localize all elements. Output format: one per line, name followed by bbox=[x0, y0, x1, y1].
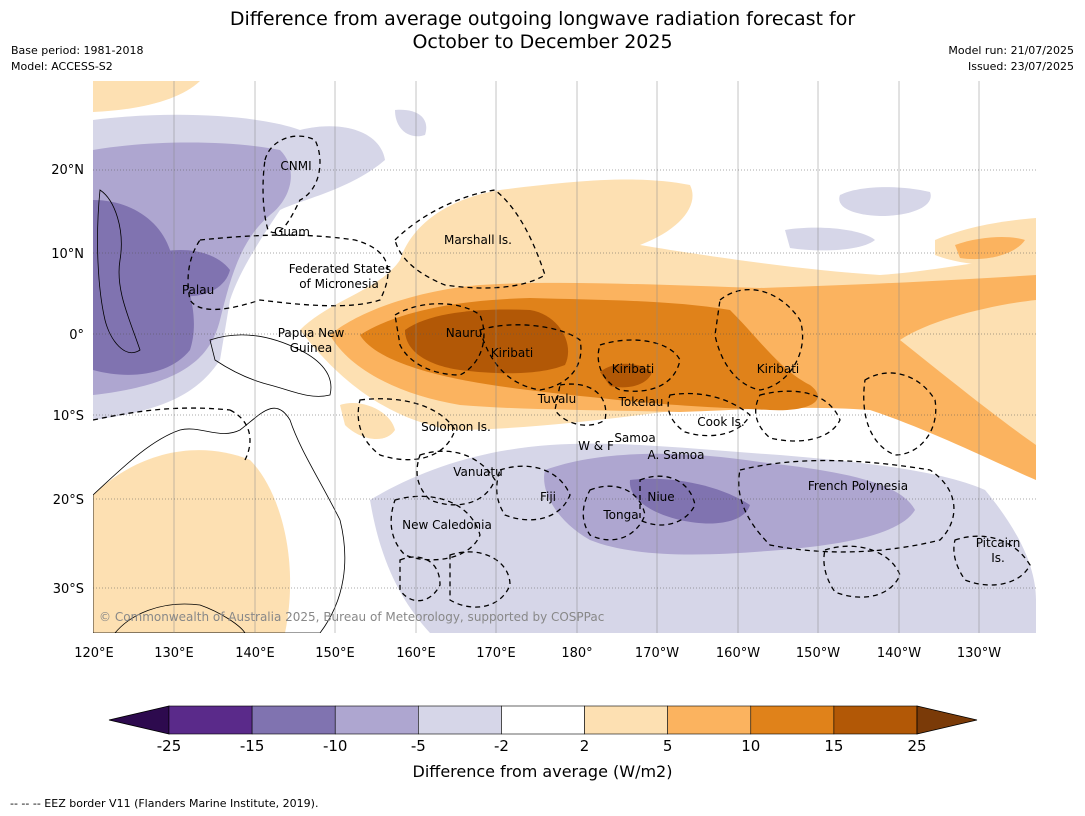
colorbar-cell bbox=[334, 705, 419, 735]
lon-tick: 180° bbox=[561, 646, 592, 661]
issued-date: Issued: 23/07/2025 bbox=[967, 60, 1074, 73]
colorbar-tick-label: 2 bbox=[580, 737, 590, 755]
parallels bbox=[93, 169, 1036, 589]
anomaly-light-purple-blob-2 bbox=[785, 227, 875, 251]
colorbar-cell bbox=[501, 705, 585, 735]
lon-tick: 170°E bbox=[476, 646, 516, 661]
lon-tick: 150°W bbox=[796, 646, 840, 661]
lon-tick: 120°E bbox=[74, 646, 114, 661]
map-title-line2: October to December 2025 bbox=[412, 31, 673, 53]
map-plot-area: CNMI Guam Marshall Is. Federated States … bbox=[93, 81, 1036, 633]
label-pitcairn-line1: Pitcairn bbox=[976, 536, 1021, 550]
label-wallis-futuna: W & F bbox=[578, 439, 614, 453]
label-kiribati-west: Kiribati bbox=[491, 346, 533, 360]
base-period: Base period: 1981-2018 bbox=[11, 44, 144, 57]
lon-tick: 140°E bbox=[235, 646, 275, 661]
lat-tick: 10°N bbox=[51, 247, 84, 262]
anomaly-light-purple-blob-3 bbox=[395, 109, 427, 137]
map-copyright: © Commonwealth of Australia 2025, Bureau… bbox=[99, 610, 604, 624]
label-fsm-line2: of Micronesia bbox=[299, 277, 379, 291]
colorbar: -25 -15 -10 -5 -2 2 5 10 15 25 bbox=[108, 705, 978, 755]
label-solomon-islands: Solomon Is. bbox=[421, 420, 491, 434]
longitude-axis: 120°E 130°E 140°E 150°E 160°E 170°E 180°… bbox=[74, 646, 1001, 661]
eez-borders bbox=[93, 135, 1031, 608]
colorbar-tick-label: -10 bbox=[323, 737, 348, 755]
meridians bbox=[173, 81, 980, 633]
label-french-polynesia: French Polynesia bbox=[808, 479, 908, 493]
colorbar-cell bbox=[750, 705, 835, 735]
map-title-line1: Difference from average outgoing longwav… bbox=[229, 8, 856, 30]
colorbar-cell bbox=[168, 705, 253, 735]
label-marshall-islands: Marshall Is. bbox=[444, 233, 512, 247]
lon-tick: 130°W bbox=[957, 646, 1001, 661]
colorbar-cell bbox=[584, 705, 668, 735]
colorbar-tick-label: -25 bbox=[157, 737, 182, 755]
anomaly-dark-purple-south bbox=[629, 478, 750, 524]
lon-tick: 140°W bbox=[877, 646, 921, 661]
label-guam: Guam bbox=[274, 225, 310, 239]
label-png-line2: Guinea bbox=[290, 341, 333, 355]
colorbar-label: Difference from average (W/m2) bbox=[412, 762, 673, 781]
label-fsm-line1: Federated States bbox=[289, 262, 391, 276]
label-vanuatu: Vanuatu bbox=[453, 465, 503, 479]
colorbar-cell bbox=[251, 705, 336, 735]
colorbar-extend-left bbox=[108, 705, 170, 735]
label-tonga: Tonga bbox=[602, 508, 638, 522]
lat-tick: 30°S bbox=[53, 582, 84, 597]
coastline-png bbox=[209, 334, 332, 397]
anomaly-light-orange-northwest bbox=[93, 81, 200, 112]
anomaly-medium-orange-east-blob bbox=[955, 237, 1025, 260]
anomaly-dark-purple-palau bbox=[148, 250, 230, 297]
model-name: Model: ACCESS-S2 bbox=[11, 60, 113, 73]
lat-tick: 20°N bbox=[51, 163, 84, 178]
label-american-samoa: A. Samoa bbox=[648, 448, 705, 462]
lon-tick: 160°W bbox=[716, 646, 760, 661]
lon-tick: 150°E bbox=[315, 646, 355, 661]
colorbar-cell bbox=[833, 705, 918, 735]
lat-tick: 0° bbox=[69, 328, 84, 343]
label-cnmi: CNMI bbox=[280, 159, 311, 173]
colorbar-tick-label: -15 bbox=[240, 737, 265, 755]
colorbar-tick-label: -2 bbox=[494, 737, 509, 755]
colorbar-cell bbox=[667, 705, 752, 735]
colorbar-tick-label: 15 bbox=[824, 737, 843, 755]
label-pitcairn-line2: Is. bbox=[991, 551, 1005, 565]
lon-tick: 160°E bbox=[396, 646, 436, 661]
label-png-line1: Papua New bbox=[278, 326, 345, 340]
anomaly-deep-orange-kiribati bbox=[600, 363, 652, 388]
lat-tick: 10°S bbox=[53, 409, 84, 424]
label-fiji: Fiji bbox=[540, 490, 556, 504]
label-tuvalu: Tuvalu bbox=[537, 392, 577, 406]
colorbar-cell bbox=[418, 705, 502, 735]
label-niue: Niue bbox=[647, 490, 674, 504]
anomaly-dark-purple-north bbox=[93, 200, 194, 375]
label-nauru: Nauru bbox=[446, 326, 482, 340]
anomaly-light-purple-blob-1 bbox=[839, 187, 931, 216]
anomaly-light-orange-australia bbox=[93, 450, 291, 633]
label-cook-islands: Cook Is. bbox=[697, 415, 744, 429]
eez-footnote: -- -- -- EEZ border V11 (Flanders Marine… bbox=[10, 797, 319, 810]
anomaly-light-orange-solomon bbox=[340, 402, 395, 440]
colorbar-extend-right bbox=[916, 705, 978, 735]
colorbar-tick-label: -5 bbox=[411, 737, 426, 755]
label-tokelau: Tokelau bbox=[618, 395, 664, 409]
coastline-australia bbox=[93, 407, 346, 633]
label-palau: Palau bbox=[182, 283, 214, 297]
coastline-philippines bbox=[97, 189, 141, 353]
label-new-caledonia: New Caledonia bbox=[402, 518, 492, 532]
label-kiribati-east: Kiribati bbox=[757, 362, 799, 376]
colorbar-tick-label: 10 bbox=[741, 737, 760, 755]
model-run: Model run: 21/07/2025 bbox=[948, 44, 1074, 57]
lon-tick: 130°E bbox=[154, 646, 194, 661]
label-samoa: Samoa bbox=[614, 431, 655, 445]
colorbar-tick-label: 5 bbox=[663, 737, 673, 755]
colorbar-tick-label: 25 bbox=[907, 737, 926, 755]
label-kiribati-central: Kiribati bbox=[612, 362, 654, 376]
coastline-new-zealand bbox=[114, 603, 246, 633]
lat-tick: 20°S bbox=[53, 493, 84, 508]
latitude-axis: 20°N 10°N 0° 10°S 20°S 30°S bbox=[51, 163, 84, 597]
lon-tick: 170°W bbox=[635, 646, 679, 661]
